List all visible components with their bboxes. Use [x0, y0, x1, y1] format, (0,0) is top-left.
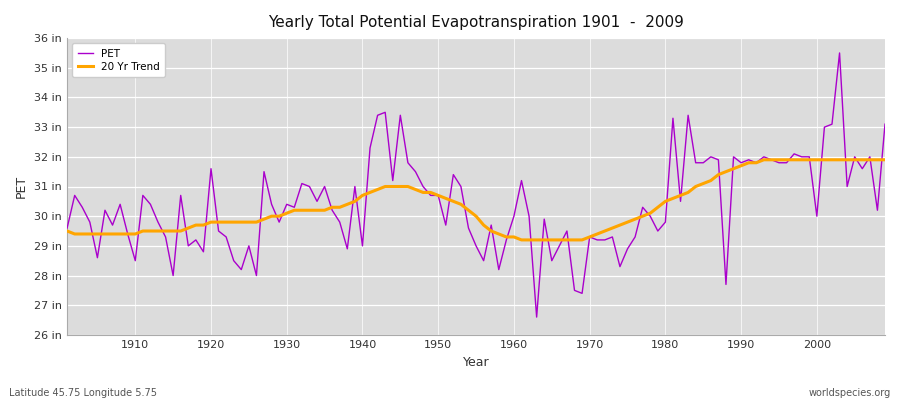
- Line: 20 Yr Trend: 20 Yr Trend: [68, 160, 885, 240]
- 20 Yr Trend: [759, 157, 769, 162]
- PET: [607, 234, 617, 239]
- 20 Yr Trend: [122, 232, 133, 236]
- 20 Yr Trend: [879, 157, 890, 162]
- PET: [508, 214, 519, 218]
- PET: [531, 315, 542, 320]
- Text: worldspecies.org: worldspecies.org: [809, 388, 891, 398]
- PET: [834, 50, 845, 55]
- PET: [501, 238, 512, 242]
- Text: Latitude 45.75 Longitude 5.75: Latitude 45.75 Longitude 5.75: [9, 388, 157, 398]
- 20 Yr Trend: [501, 234, 512, 239]
- PET: [289, 205, 300, 210]
- PET: [122, 232, 133, 236]
- 20 Yr Trend: [289, 208, 300, 213]
- 20 Yr Trend: [508, 234, 519, 239]
- 20 Yr Trend: [334, 205, 345, 210]
- 20 Yr Trend: [607, 226, 617, 230]
- Title: Yearly Total Potential Evapotranspiration 1901  -  2009: Yearly Total Potential Evapotranspiratio…: [268, 15, 684, 30]
- Legend: PET, 20 Yr Trend: PET, 20 Yr Trend: [72, 43, 166, 77]
- X-axis label: Year: Year: [463, 356, 490, 369]
- PET: [334, 220, 345, 224]
- 20 Yr Trend: [62, 229, 73, 234]
- Y-axis label: PET: PET: [15, 175, 28, 198]
- 20 Yr Trend: [516, 238, 526, 242]
- PET: [62, 226, 73, 230]
- PET: [879, 122, 890, 126]
- Line: PET: PET: [68, 53, 885, 317]
